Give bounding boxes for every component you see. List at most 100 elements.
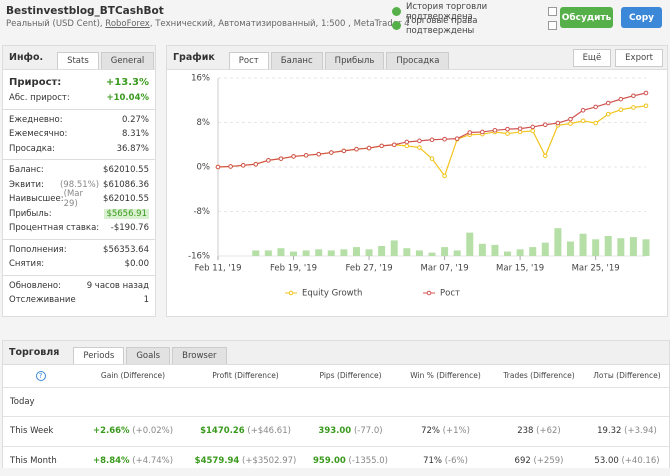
y-tick-label: 8% — [197, 118, 211, 128]
help-icon[interactable]: ? — [35, 370, 46, 381]
row-label: This Month — [3, 445, 78, 476]
point — [379, 143, 384, 149]
point — [505, 131, 510, 136]
point — [442, 173, 447, 179]
info-value: $56353.64 — [103, 244, 149, 255]
point — [328, 150, 334, 155]
account-subtitle: Реальный (USD Cent), RoboForex, Техничес… — [6, 19, 410, 29]
bar — [504, 251, 512, 256]
cell-diff: (+4.74%) — [132, 456, 174, 466]
trading-tab[interactable]: Goals — [126, 347, 171, 364]
cell: 71% (-6%) — [398, 445, 493, 476]
point — [303, 153, 309, 158]
bar — [617, 238, 625, 256]
bar — [516, 249, 524, 256]
copy-button[interactable]: Copy — [621, 7, 662, 28]
bar — [592, 239, 600, 256]
info-tab[interactable]: General — [100, 52, 155, 69]
point — [404, 143, 410, 149]
point — [530, 124, 536, 130]
cell-value: 692 — [514, 456, 531, 466]
point — [555, 120, 561, 126]
cell: +8.84% (+4.74%) — [78, 445, 188, 476]
info-label: Снятия: — [9, 259, 45, 270]
info-row: Наивысшее: (Mar 29) $62010.55 — [9, 189, 149, 209]
cell-value: $4579.94 — [194, 456, 240, 466]
info-title: Инфо. — [9, 52, 44, 63]
info-label: Наивысшее: — [9, 194, 64, 205]
point — [417, 145, 422, 150]
point — [631, 105, 636, 110]
info-row: Отслеживание 1 — [9, 293, 149, 308]
more-button[interactable]: Ещё — [572, 48, 612, 67]
info-row: Просадка: 36.87% — [9, 142, 149, 157]
point — [605, 111, 611, 117]
chart-panel: График Рост Баланс Прибыль Просадка Ещё Expo… — [166, 45, 668, 317]
point — [228, 164, 233, 169]
cell-diff: (-1355.0) — [348, 456, 388, 466]
trading-tab[interactable]: Browser — [172, 347, 227, 364]
bar — [302, 250, 310, 256]
column-header: Gain (Difference) — [100, 371, 166, 381]
chart-tab[interactable]: Баланс — [270, 52, 323, 69]
trading-tab[interactable]: Periods — [73, 347, 125, 364]
chart: 16% 8% 0% -8% -16% Feb 11, '19 Feb 19, '19 Feb … — [188, 74, 650, 299]
legend-marker — [288, 290, 294, 296]
cell — [303, 386, 398, 417]
check-icon — [392, 7, 401, 16]
legend-marker — [426, 290, 432, 296]
account-title: Bestinvestblog_BTCashBot — [6, 5, 164, 17]
bar — [264, 250, 272, 256]
bar — [415, 250, 423, 256]
trading-header: Торговля Periods Goals Browser — [3, 341, 669, 365]
info-row: Пополнения: $56353.64 — [9, 243, 149, 258]
chart-tab[interactable]: Просадка — [386, 52, 450, 69]
info-label: Ежемесячно: — [9, 129, 68, 140]
discuss-button[interactable]: Обсудить — [560, 7, 613, 28]
column-header: Trades (Difference) — [503, 371, 575, 381]
trading-row: This Week +2.66% (+0.02%) $1470.26 (+$46.6… — [3, 416, 669, 446]
info-group: Пополнения: $56353.64 Снятия: $0.00 — [3, 240, 155, 276]
cell-value: 72% — [421, 426, 440, 437]
info-value: 8.31% — [121, 129, 149, 140]
cell: 393.00 (-77.0) — [303, 416, 398, 446]
chart-tab[interactable]: Прибыль — [324, 52, 385, 69]
point — [605, 100, 611, 106]
bar — [529, 247, 537, 256]
trading-row: Today — [3, 386, 669, 417]
info-label: Баланс: — [9, 165, 44, 176]
point — [253, 161, 259, 167]
info-value: 0.27% — [121, 114, 149, 125]
info-tab[interactable]: Stats — [57, 52, 99, 69]
cell-diff: (+259) — [533, 456, 564, 466]
point — [278, 156, 284, 161]
info-value: $5656.91 — [104, 208, 149, 219]
help-cell: ? — [3, 365, 78, 387]
bar — [327, 250, 335, 256]
legend-label: Рост — [440, 289, 460, 299]
chart-header: График Рост Баланс Прибыль Просадка Ещё Expo… — [167, 46, 667, 70]
point — [618, 107, 624, 113]
point — [530, 128, 536, 134]
broker-link[interactable]: RoboForex — [105, 19, 150, 29]
bar — [252, 250, 260, 256]
export-button[interactable]: Export — [615, 48, 663, 67]
info-row: Ежедневно: 0.27% — [9, 113, 149, 128]
cell-diff: (-77.0) — [353, 426, 383, 437]
info-value: +13.3% — [105, 76, 149, 88]
point — [643, 103, 649, 109]
bar — [642, 239, 650, 256]
checkbox[interactable] — [548, 21, 557, 30]
checkbox[interactable] — [548, 7, 557, 16]
chart-tab[interactable]: Рост — [228, 52, 269, 69]
info-row: Абс. прирост: +10.04% — [9, 91, 149, 106]
bar — [365, 249, 373, 256]
point — [366, 145, 372, 151]
bar — [403, 248, 411, 256]
bar — [340, 249, 348, 256]
bar — [428, 252, 436, 256]
cell-value: 71% — [423, 456, 442, 466]
cell: 692 (+259) — [493, 445, 585, 476]
point — [354, 146, 359, 152]
cell-value: $1470.26 — [200, 426, 245, 437]
